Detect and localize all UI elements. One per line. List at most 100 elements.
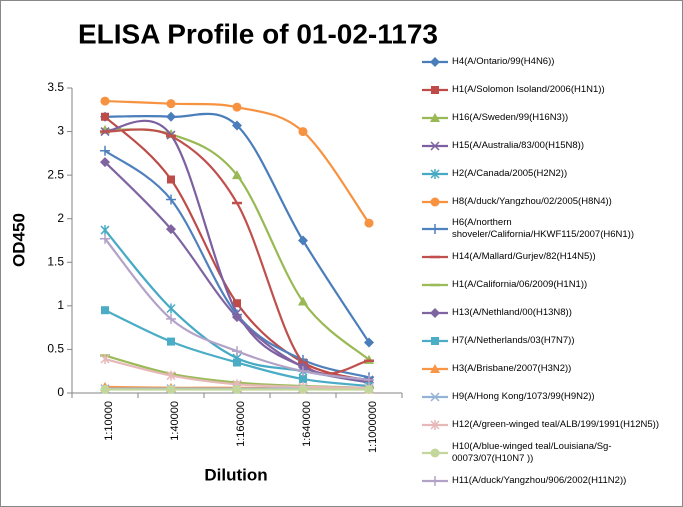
marker — [430, 224, 440, 235]
marker — [166, 303, 176, 314]
legend-label: H16(A/Sweden/99(H16N3)) — [452, 111, 569, 123]
marker — [233, 299, 241, 308]
marker-shape — [101, 112, 109, 121]
legend-label: H12(A/green-winged teal/ALB/199/1991(H12… — [452, 418, 660, 430]
marker — [166, 194, 176, 205]
legend-label: H4(A/Ontario/99(H4N6)) — [452, 56, 555, 67]
x-tick-label: 1:10000 — [103, 401, 115, 441]
marker — [166, 111, 176, 122]
marker — [299, 375, 307, 384]
legend-entry: H14(A/Mallard/Gurjev/82(H14N5)) — [422, 251, 672, 263]
legend-entry: H10(A/blue-winged teal/Louisiana/Sg-0007… — [422, 441, 672, 465]
marker — [430, 197, 440, 206]
marker-shape — [233, 358, 241, 367]
legend-key — [422, 168, 448, 179]
marker-shape — [430, 57, 440, 67]
legend-label: H15(A/Australia/83/00(H15N8)) — [452, 139, 585, 151]
marker — [364, 218, 374, 228]
marker-shape — [364, 385, 374, 395]
marker — [166, 99, 176, 109]
marker — [232, 312, 242, 323]
legend-key — [422, 363, 448, 373]
legend-label: H1(A/California/06/2009(H1N1)) — [452, 279, 588, 291]
marker — [431, 85, 439, 94]
marker — [232, 120, 242, 131]
marker-shape — [430, 197, 440, 206]
marker — [298, 385, 308, 395]
legend-label: H7(A/Netherlands/03(H7N7)) — [452, 335, 575, 346]
marker-shape — [298, 385, 308, 395]
marker-shape — [298, 235, 308, 246]
marker — [100, 385, 110, 395]
legend-entry: H6(A/northern shoveler/California/HKWF11… — [422, 217, 672, 241]
marker — [166, 224, 176, 235]
marker — [166, 385, 176, 395]
legend-key — [422, 141, 448, 151]
marker-shape — [298, 127, 308, 137]
marker — [101, 306, 109, 315]
marker — [166, 370, 176, 381]
legend-key — [422, 475, 448, 486]
marker-shape — [298, 296, 308, 306]
legend-label: H10(A/blue-winged teal/Louisiana/Sg-0007… — [452, 440, 612, 464]
marker-shape — [101, 306, 109, 315]
marker — [430, 141, 440, 151]
legend-label: H2(A/Canada/2005(H2N2)) — [452, 167, 568, 179]
marker — [430, 363, 440, 373]
legend-label: H3(A/Brisbane/2007(H3N2)) — [452, 362, 572, 374]
marker-shape — [364, 218, 374, 228]
legend-key — [422, 392, 448, 402]
marker — [364, 374, 374, 385]
marker — [430, 57, 440, 67]
x-tick-label: 1:1000000 — [367, 401, 379, 453]
legend-label: H13(A/Nethland/00(H13N8)) — [452, 307, 572, 319]
marker — [232, 170, 242, 180]
marker — [298, 235, 308, 246]
marker-shape — [233, 299, 241, 308]
marker — [167, 175, 175, 184]
legend-entry: H2(A/Canada/2005(H2N2)) — [422, 168, 672, 180]
y-tick-label: 1 — [57, 298, 64, 312]
marker-shape — [430, 112, 440, 122]
legend-key — [422, 197, 448, 206]
legend-key — [422, 256, 448, 259]
marker — [100, 157, 110, 168]
y-tick-label: 1.5 — [47, 254, 64, 268]
legend-entry: H16(A/Sweden/99(H16N3)) — [422, 112, 672, 124]
marker-shape — [430, 141, 440, 151]
marker — [166, 313, 176, 324]
marker-shape — [167, 175, 175, 184]
y-tick-label: 0.5 — [47, 342, 64, 356]
marker-shape — [100, 157, 110, 168]
legend-label: H9(A/Hong Kong/1073/99(H9N2)) — [452, 390, 595, 402]
marker — [233, 358, 241, 367]
marker — [430, 168, 440, 179]
legend-key — [422, 57, 448, 67]
marker — [430, 112, 440, 122]
x-tick-label: 1:160000 — [235, 401, 247, 447]
legend-entry: H8(A/duck/Yangzhou/02/2005(H8N4)) — [422, 196, 672, 208]
y-tick-label: 3.5 — [47, 80, 64, 94]
marker-shape — [430, 448, 440, 458]
legend-entry: H3(A/Brisbane/2007(H3N2)) — [422, 363, 672, 375]
x-axis-label: Dilution — [204, 465, 267, 484]
legend-entry: H12(A/green-winged teal/ALB/199/1991(H12… — [422, 419, 672, 431]
marker-shape — [232, 170, 242, 180]
series-line — [104, 112, 370, 344]
marker-shape — [100, 385, 110, 395]
marker-shape — [100, 96, 110, 106]
series-line — [104, 149, 370, 379]
y-tick-label: 0 — [57, 385, 64, 399]
marker — [430, 419, 440, 430]
marker — [232, 385, 242, 395]
marker — [232, 346, 242, 357]
legend-label: H8(A/duck/Yangzhou/02/2005(H8N4)) — [452, 195, 612, 207]
marker-shape — [167, 337, 175, 346]
marker-shape — [430, 392, 440, 402]
y-tick-label: 2 — [57, 211, 64, 225]
legend-entry: H7(A/Netherlands/03(H7N7)) — [422, 335, 672, 347]
marker-shape — [166, 99, 176, 109]
marker — [167, 337, 175, 346]
